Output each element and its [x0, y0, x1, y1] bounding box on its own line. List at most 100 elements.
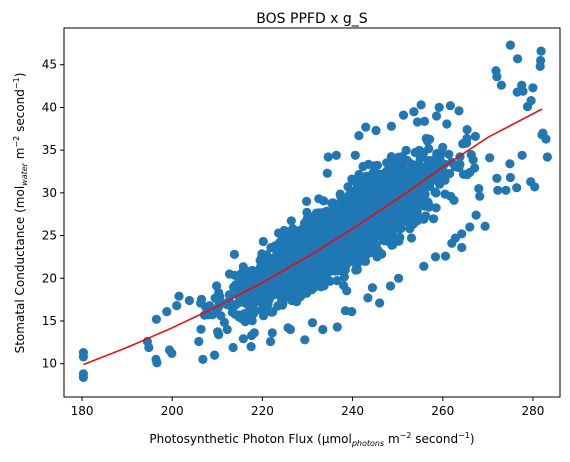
scatter-point	[416, 100, 426, 110]
scatter-point	[334, 199, 344, 209]
scatter-point	[454, 106, 464, 116]
scatter-point	[358, 214, 368, 224]
scatter-point	[505, 172, 515, 183]
scatter-point	[333, 252, 343, 262]
scatter-point	[505, 40, 515, 50]
scatter-point	[314, 194, 324, 204]
scatter-point	[434, 102, 444, 112]
scatter-point	[536, 46, 546, 56]
scatter-point	[359, 179, 369, 189]
scatter-point	[421, 133, 431, 144]
scatter-point	[293, 287, 303, 297]
scatter-point	[265, 261, 276, 271]
scatter-point	[298, 225, 308, 235]
x-tick-label: 240	[341, 404, 364, 418]
scatter-point	[184, 295, 194, 306]
scatter-point	[198, 354, 208, 364]
scatter-point	[196, 324, 206, 334]
scatter-point	[465, 222, 475, 232]
y-tick-label: 10	[42, 357, 57, 371]
scatter-point	[445, 169, 455, 179]
scatter-point	[493, 185, 503, 195]
scatter-point	[522, 102, 533, 112]
scatter-point	[530, 182, 540, 192]
scatter-point	[278, 298, 288, 308]
scatter-point	[387, 188, 397, 198]
scatter-point	[78, 352, 88, 362]
scatter-point	[167, 348, 177, 358]
chart-title: BOS PPFD x g_S	[256, 11, 368, 27]
scatter-point	[367, 283, 377, 293]
y-tick-label: 20	[42, 271, 57, 285]
scatter-point	[535, 61, 545, 71]
scatter-point	[78, 372, 88, 382]
scatter-point	[214, 330, 224, 340]
scatter-point	[410, 213, 420, 223]
scatter-point	[267, 328, 277, 338]
scatter-point	[318, 324, 328, 335]
scatter-point	[431, 188, 441, 198]
scatter-point	[250, 274, 260, 284]
scatter-point	[395, 232, 405, 242]
scatter-point	[256, 262, 266, 272]
x-tick-label: 280	[521, 404, 544, 418]
scatter-point	[252, 285, 262, 295]
scatter-point	[438, 142, 448, 152]
fit-curve	[83, 108, 543, 366]
scatter-point	[238, 334, 248, 344]
scatter-point	[289, 242, 299, 252]
scatter-point	[152, 358, 162, 368]
scatter-point	[462, 125, 472, 135]
scatter-point	[492, 173, 502, 183]
scatter-point	[285, 227, 295, 237]
scatter-point	[302, 276, 312, 286]
y-axis: 10 15 20 25 30 35 40 45	[42, 58, 64, 371]
scatter-point	[371, 125, 381, 136]
scatter-point	[429, 214, 439, 224]
scatter-point	[326, 264, 336, 274]
scatter-point	[357, 229, 367, 239]
scatter-point	[174, 291, 184, 301]
scatter-point	[317, 236, 327, 246]
scatter-point	[277, 235, 287, 246]
scatter-point	[446, 191, 456, 201]
scatter-point	[430, 252, 441, 262]
scatter-point	[322, 168, 332, 178]
scatter-point	[542, 152, 553, 162]
scatter-point	[431, 203, 441, 213]
scatter-point	[528, 83, 538, 93]
scatter-point	[435, 152, 445, 162]
scatter-point	[207, 310, 217, 320]
scatter-point	[363, 293, 373, 303]
scatter-point	[419, 261, 429, 271]
scatter-point	[352, 265, 362, 275]
scatter-point	[402, 181, 412, 191]
scatter-point	[354, 131, 364, 141]
scatter-point	[237, 268, 247, 278]
scatter-point	[302, 207, 312, 217]
scatter-point	[395, 165, 406, 175]
scatter-point	[399, 209, 409, 219]
scatter-point	[440, 251, 451, 261]
scatter-point	[246, 266, 256, 276]
scatter-point	[307, 318, 318, 328]
scatter-point	[210, 350, 220, 360]
scatter-point	[258, 236, 268, 247]
scatter-point	[517, 150, 527, 160]
scatter-point	[325, 211, 335, 221]
scatter-point	[435, 167, 445, 177]
scatter-point	[505, 159, 515, 169]
scatter-point	[387, 237, 397, 248]
scatter-point	[352, 181, 363, 191]
y-tick-label: 45	[42, 58, 57, 72]
scatter-point	[286, 216, 296, 226]
scatter-point	[471, 210, 481, 220]
scatter-point	[474, 184, 484, 194]
plot-frame	[63, 27, 561, 398]
scatter-point	[228, 342, 238, 353]
scatter-point	[285, 287, 295, 297]
scatter-point	[332, 239, 342, 249]
scatter-point	[391, 210, 402, 220]
scatter-point	[332, 276, 342, 286]
